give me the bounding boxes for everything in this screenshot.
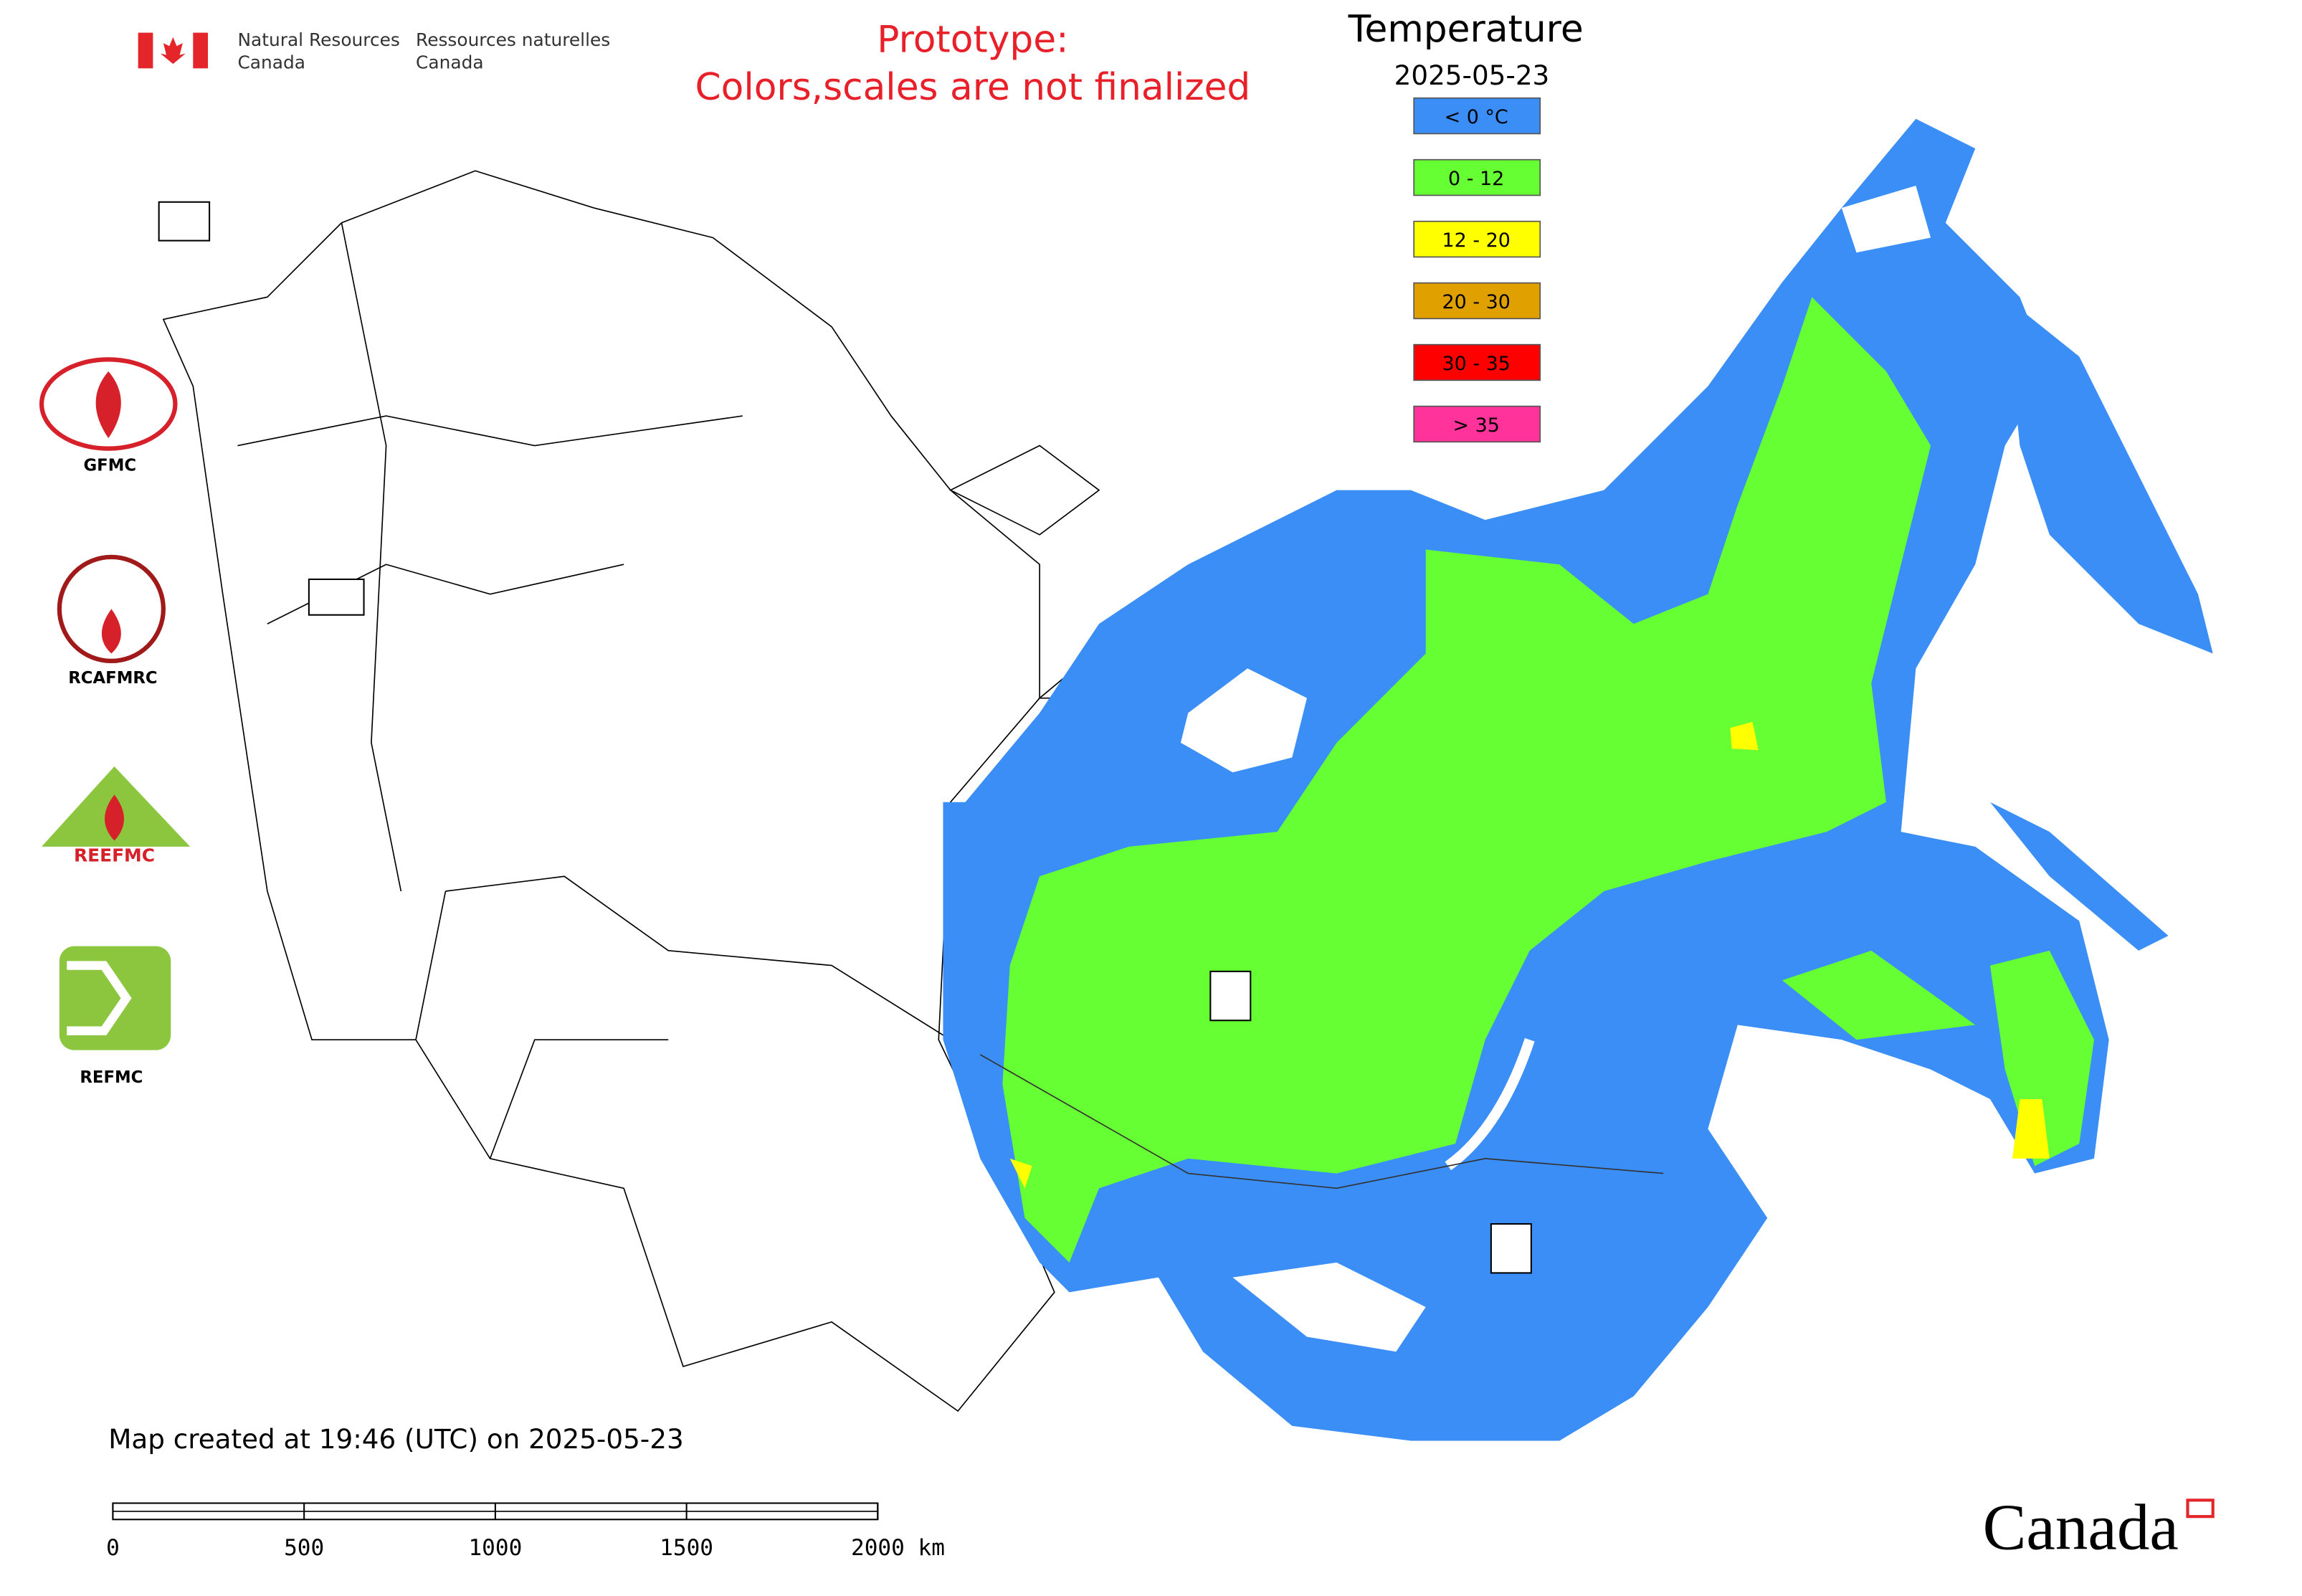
notice: Colors,scales are not finalized — [695, 66, 1251, 109]
legend: Temperature 2025-05-23 < 0 °C 0 - 12 12 - … — [1348, 8, 1584, 443]
dept-en: Canada — [237, 52, 305, 72]
logo-sigma — [67, 961, 132, 1035]
logo-label: RCAFMRC — [68, 669, 157, 688]
logo-label: REEFMC — [74, 845, 155, 866]
logo-flame — [105, 794, 124, 841]
scale-bar: 0 500 1000 1500 2000 km — [106, 1502, 945, 1561]
legend-title: Temperature — [1348, 8, 1584, 51]
legend-label: 30 - 35 — [1442, 353, 1511, 375]
legend-date: 2025-05-23 — [1394, 60, 1550, 91]
flag-leaf — [160, 37, 186, 65]
logo-refmc — [59, 946, 171, 1050]
legend-swatch — [1413, 282, 1541, 320]
legend-swatch — [1413, 97, 1541, 135]
scale-label: 2000 km — [851, 1535, 945, 1561]
flag-bar — [193, 32, 209, 69]
dept-en: Natural Resources — [237, 29, 399, 50]
legend-label: < 0 °C — [1445, 106, 1508, 128]
logo-flame — [95, 371, 121, 439]
station-markers — [158, 201, 1532, 1274]
legend-swatch — [1413, 220, 1541, 258]
country-outline — [162, 170, 1055, 1412]
station-marker — [158, 201, 211, 242]
notice: Prototype: — [877, 19, 1068, 62]
legend-label: > 35 — [1452, 414, 1499, 437]
dept-fr: Canada — [416, 52, 484, 72]
station-marker — [1209, 970, 1252, 1022]
dept-fr: Ressources naturelles — [416, 29, 610, 50]
scale-label: 500 — [284, 1535, 324, 1561]
legend-swatch — [1413, 343, 1541, 381]
logo-gfmc — [39, 357, 178, 451]
canada-wordmark: Canada — [1983, 1491, 2179, 1564]
border-line — [979, 1054, 1664, 1189]
region-cold — [1989, 297, 2213, 951]
logo-label: GFMC — [83, 457, 136, 475]
wordmark-flag — [2186, 1498, 2215, 1519]
scale-label: 1000 — [468, 1535, 522, 1561]
flag-bar — [138, 32, 153, 69]
scale-label: 0 — [106, 1535, 120, 1561]
legend-label: 12 - 20 — [1442, 229, 1511, 252]
logo-flame — [101, 609, 121, 654]
border-line — [237, 222, 951, 1159]
logo-label: REFMC — [80, 1068, 143, 1087]
legend-swatch — [1413, 158, 1541, 196]
legend-swatch — [1413, 405, 1541, 443]
legend-label: 20 - 30 — [1442, 291, 1511, 313]
temperature-raster — [943, 118, 2213, 1441]
lake-baikal — [1445, 1037, 1535, 1171]
created-note: Map created at 19:46 (UTC) on 2025-05-23 — [108, 1423, 683, 1455]
station-marker — [308, 578, 365, 616]
partner-logos: GFMC RCAFMRC REEFMC REFMC — [39, 357, 191, 1087]
region-mild — [1782, 950, 2094, 1167]
nrcan-signature: Natural Resources Canada Ressources natu… — [138, 29, 610, 72]
legend-label: 0 - 12 — [1448, 168, 1504, 190]
station-marker — [1490, 1222, 1532, 1274]
scale-label: 1500 — [660, 1535, 713, 1561]
